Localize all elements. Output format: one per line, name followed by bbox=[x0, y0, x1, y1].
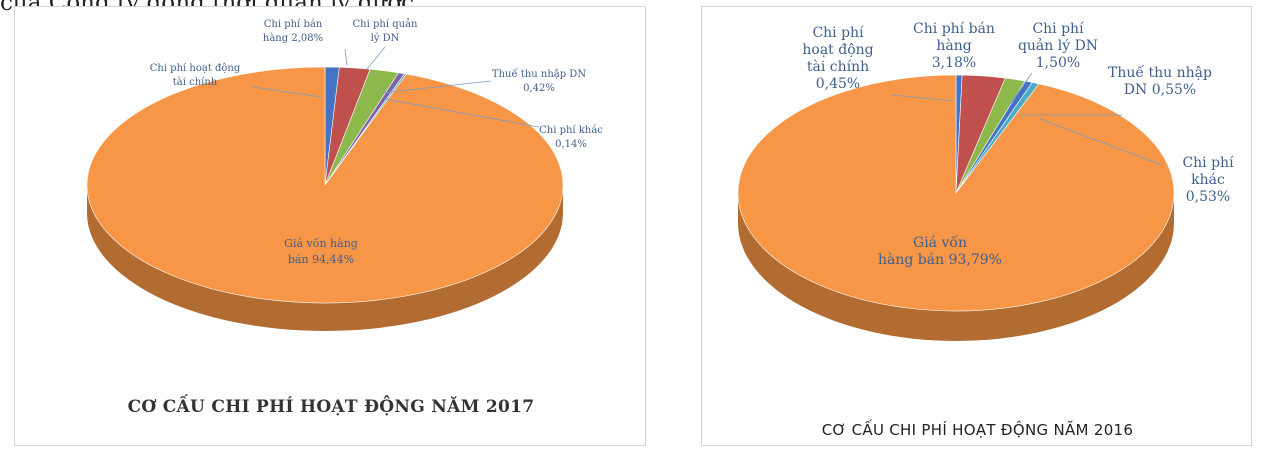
pie-2016-data-label: Chi phí quản lý DN 1,50% bbox=[1018, 21, 1098, 71]
pie-2017-data-label: Chi phí khác 0,14% bbox=[539, 125, 603, 150]
pie-2016-data-label: Chi phí hoạt động tài chính 0,45% bbox=[802, 25, 873, 92]
pie-2017-data-label: Chi phí quản lý DN bbox=[353, 19, 418, 44]
pie-2017-data-label: Thuế thu nhập DN 0,42% bbox=[492, 69, 586, 94]
pie-2016-data-label: Giá vốn hàng bán 93,79% bbox=[878, 234, 1002, 268]
pie-2016-data-label: Chi phí khác 0,53% bbox=[1182, 155, 1234, 205]
pie-2017-data-label: Chi phí bán hàng 2,08% bbox=[263, 19, 323, 44]
chart-panel-2017: Chi phí hoạt động tài chính Chi phí bán hàn… bbox=[14, 6, 646, 446]
pie-chart-2016: Chi phí hoạt động tài chính 0,45% Chi phí bá… bbox=[737, 21, 1234, 341]
chart-title-2017: CƠ CẤU CHI PHÍ HOẠT ĐỘNG NĂM 2017 bbox=[127, 397, 535, 417]
pie-2017-data-label: Chi phí hoạt động tài chính bbox=[150, 63, 241, 88]
pie-2017-side-gia-von-hang-ban-94-44 bbox=[87, 185, 563, 331]
pie-2016-leader-line bbox=[1039, 118, 1163, 166]
pie-2017-data-label: Giá vốn hàng bán 94,44% bbox=[284, 237, 358, 266]
pie-2016-data-label: Chi phí bán hàng 3,18% bbox=[913, 21, 995, 71]
pie-2016-side-gia-von-hang-ban-93-79 bbox=[738, 193, 1174, 341]
chart-title-2016: CƠ CẤU CHI PHÍ HOẠT ĐỘNG NĂM 2016 bbox=[821, 421, 1134, 439]
pie-2016-leader-line bbox=[891, 94, 955, 102]
pie-2017-leader-line bbox=[384, 98, 540, 128]
pie-2017-leader-line bbox=[344, 48, 348, 66]
pie-2017-leader-line bbox=[380, 80, 492, 94]
pie-chart-2017: Chi phí hoạt động tài chính Chi phí bán hàn… bbox=[86, 19, 603, 331]
chart-panel-2016: Chi phí hoạt động tài chính 0,45% Chi phí bá… bbox=[701, 6, 1252, 446]
pie-2017-slice-gia-von-hang-ban-94-44 bbox=[86, 66, 564, 304]
pie-2017-leader-line bbox=[252, 86, 322, 98]
pie-2017-leader-line bbox=[366, 46, 386, 70]
pie-2016-slice-gia-von-hang-ban-93-79 bbox=[737, 74, 1175, 312]
pie-2016-leader-line bbox=[1007, 72, 1033, 108]
pie-2016-data-label: Thuế thu nhập DN 0,55% bbox=[1108, 64, 1212, 98]
